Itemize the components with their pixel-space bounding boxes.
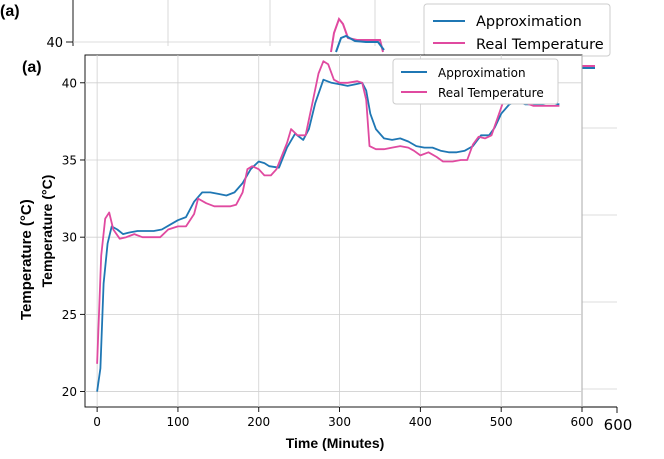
series-lines bbox=[96, 60, 560, 392]
legend: Approximation Real Temperature bbox=[392, 58, 559, 105]
legend-label-real-temperature: Real Temperature bbox=[438, 86, 544, 100]
ghost-legend-approx: Approximation bbox=[476, 14, 582, 30]
ghost-line-approx bbox=[335, 34, 385, 53]
ghost-legend: Approximation Real Temperature bbox=[423, 3, 611, 57]
y-tick-label: 20 bbox=[62, 385, 77, 399]
legend-label-approximation: Approximation bbox=[438, 66, 526, 80]
x-tick-label: 500 bbox=[490, 415, 513, 429]
ghost-xtick-600: 600 bbox=[604, 416, 633, 434]
x-tick-label: 100 bbox=[166, 415, 189, 429]
y-tick-label: 30 bbox=[62, 231, 77, 245]
y-tick-label: 35 bbox=[62, 153, 77, 167]
ghost-legend-real: Real Temperature bbox=[476, 37, 604, 53]
x-tick-label: 300 bbox=[328, 415, 351, 429]
grid-lines bbox=[85, 55, 583, 407]
y-axis-label: Temperature (°C) bbox=[39, 175, 55, 288]
ghost-ylabel: Temperature (°C) bbox=[18, 199, 35, 320]
axis-ticks: 0 100 200 300 400 500 600 20 25 30 35 40 bbox=[62, 76, 594, 429]
ghost-ytick-40: 40 bbox=[46, 36, 63, 51]
panel-label: (a) bbox=[22, 59, 42, 76]
ghost-panel-label: (a) bbox=[0, 3, 20, 20]
series-line-real-temperature bbox=[96, 60, 560, 364]
x-tick-label: 200 bbox=[247, 415, 270, 429]
series-line-approximation bbox=[96, 78, 560, 392]
x-tick-label: 400 bbox=[409, 415, 432, 429]
x-tick-label: 600 bbox=[571, 415, 594, 429]
ghost-figure-layer: 40 (a) Approximation Real Temperature 60… bbox=[0, 0, 632, 434]
y-tick-label: 40 bbox=[62, 76, 77, 90]
y-tick-label: 25 bbox=[62, 308, 77, 322]
x-axis-label: Time (Minutes) bbox=[286, 435, 385, 451]
x-tick-label: 0 bbox=[93, 415, 101, 429]
